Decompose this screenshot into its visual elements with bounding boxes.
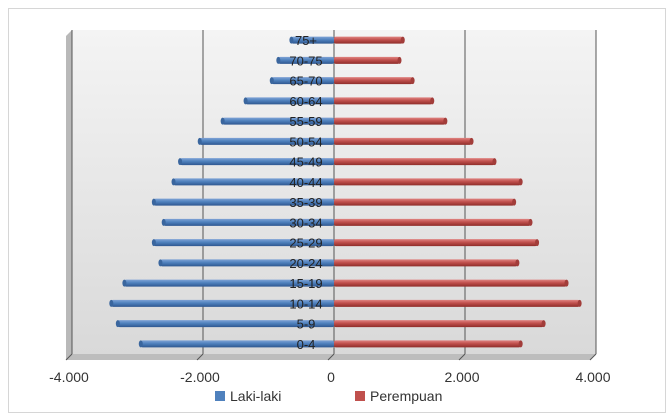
category-label-25-29: 25-29 bbox=[289, 236, 322, 251]
bar-cap-perempuan-45-49 bbox=[492, 158, 497, 166]
bar-laki-laki-65-70 bbox=[271, 77, 334, 85]
bar-laki-laki-25-29 bbox=[153, 239, 334, 247]
bar-laki-laki-10-14 bbox=[111, 299, 334, 307]
category-label-65-70: 65-70 bbox=[289, 74, 322, 89]
bar-cap-laki-laki-40-44 bbox=[171, 178, 176, 186]
bar-perempuan-70-75 bbox=[334, 56, 400, 64]
category-label-15-19: 15-19 bbox=[289, 276, 322, 291]
bar-cap-laki-laki-50-54 bbox=[197, 137, 202, 145]
bar-cap-perempuan-40-44 bbox=[518, 178, 523, 186]
bar-cap-laki-laki-70-75 bbox=[276, 56, 281, 64]
bar-laki-laki-40-44 bbox=[173, 178, 334, 186]
category-label-50-54: 50-54 bbox=[289, 134, 322, 149]
bar-cap-perempuan-50-54 bbox=[469, 137, 474, 145]
bar-laki-laki-15-19 bbox=[124, 279, 335, 287]
x-tick-label-2: 0 bbox=[327, 369, 335, 385]
bar-perempuan-20-24 bbox=[334, 259, 518, 267]
bar-laki-laki-5-9 bbox=[117, 320, 334, 328]
bar-perempuan-25-29 bbox=[334, 239, 538, 247]
bar-perempuan-0-4 bbox=[334, 340, 521, 348]
bar-cap-perempuan-5-9 bbox=[541, 320, 546, 328]
bar-cap-perempuan-10-14 bbox=[577, 299, 582, 307]
bar-cap-laki-laki-30-34 bbox=[161, 218, 166, 226]
bar-cap-laki-laki-60-64 bbox=[243, 97, 248, 105]
bar-cap-laki-laki-5-9 bbox=[115, 320, 120, 328]
gridline-floor-0 bbox=[65, 353, 73, 361]
bar-perempuan-5-9 bbox=[334, 320, 544, 328]
x-tick-label-1: -2.000 bbox=[180, 369, 220, 385]
legend-swatch-0 bbox=[215, 391, 225, 401]
category-label-10-14: 10-14 bbox=[289, 296, 322, 311]
bar-cap-perempuan-35-39 bbox=[512, 198, 517, 206]
bar-cap-laki-laki-15-19 bbox=[122, 279, 127, 287]
bar-cap-perempuan-20-24 bbox=[515, 259, 520, 267]
category-label-20-24: 20-24 bbox=[289, 256, 322, 271]
x-tick-label-0: -4.000 bbox=[49, 369, 89, 385]
bar-perempuan-45-49 bbox=[334, 158, 495, 166]
bar-cap-laki-laki-55-59 bbox=[220, 117, 225, 125]
bar-cap-perempuan-60-64 bbox=[430, 97, 435, 105]
bar-laki-laki-30-34 bbox=[163, 218, 334, 226]
bar-cap-perempuan-75+ bbox=[400, 36, 405, 44]
legend-swatch-1 bbox=[355, 391, 365, 401]
category-label-40-44: 40-44 bbox=[289, 175, 322, 190]
gridline-floor-2 bbox=[327, 353, 335, 361]
bar-perempuan-75+ bbox=[334, 36, 403, 44]
bar-cap-laki-laki-0-4 bbox=[138, 340, 143, 348]
bar-laki-laki-70-75 bbox=[278, 56, 334, 64]
bar-cap-laki-laki-10-14 bbox=[109, 299, 114, 307]
bar-cap-laki-laki-20-24 bbox=[158, 259, 163, 267]
category-label-5-9: 5-9 bbox=[297, 317, 316, 332]
legend-label-0: Laki-laki bbox=[230, 388, 281, 404]
bar-perempuan-15-19 bbox=[334, 279, 567, 287]
legend-label-1: Perempuan bbox=[370, 388, 442, 404]
category-label-55-59: 55-59 bbox=[289, 114, 322, 129]
bar-cap-laki-laki-25-29 bbox=[151, 239, 156, 247]
bar-laki-laki-45-49 bbox=[180, 158, 334, 166]
bar-perempuan-40-44 bbox=[334, 178, 521, 186]
bar-laki-laki-60-64 bbox=[245, 97, 334, 105]
gridline-floor-4 bbox=[589, 353, 597, 361]
bar-cap-perempuan-15-19 bbox=[564, 279, 569, 287]
bar-perempuan-65-70 bbox=[334, 77, 413, 85]
bar-cap-laki-laki-35-39 bbox=[151, 198, 156, 206]
bar-laki-laki-55-59 bbox=[222, 117, 334, 125]
category-label-60-64: 60-64 bbox=[289, 94, 322, 109]
bar-perempuan-35-39 bbox=[334, 198, 515, 206]
bar-cap-laki-laki-65-70 bbox=[269, 77, 274, 85]
bar-cap-perempuan-55-59 bbox=[443, 117, 448, 125]
bar-perempuan-55-59 bbox=[334, 117, 446, 125]
category-label-70-75: 70-75 bbox=[289, 53, 322, 68]
bar-perempuan-10-14 bbox=[334, 299, 580, 307]
bar-laki-laki-50-54 bbox=[199, 137, 334, 145]
bar-laki-laki-0-4 bbox=[140, 340, 334, 348]
gridline-floor-3 bbox=[458, 353, 466, 361]
bar-cap-laki-laki-75+ bbox=[289, 36, 294, 44]
bar-perempuan-60-64 bbox=[334, 97, 433, 105]
bar-laki-laki-75+ bbox=[291, 36, 334, 44]
bar-cap-perempuan-25-29 bbox=[535, 239, 540, 247]
category-label-35-39: 35-39 bbox=[289, 195, 322, 210]
bar-cap-laki-laki-45-49 bbox=[178, 158, 183, 166]
bar-perempuan-30-34 bbox=[334, 218, 531, 226]
bar-cap-perempuan-65-70 bbox=[410, 77, 415, 85]
category-label-75+: 75+ bbox=[295, 33, 317, 48]
plot-area-side-wall bbox=[66, 30, 72, 360]
x-tick-label-3: 2.000 bbox=[444, 369, 479, 385]
category-label-0-4: 0-4 bbox=[297, 337, 316, 352]
bar-laki-laki-35-39 bbox=[153, 198, 334, 206]
bar-laki-laki-20-24 bbox=[160, 259, 334, 267]
gridline-floor-1 bbox=[196, 353, 204, 361]
bar-cap-perempuan-0-4 bbox=[518, 340, 523, 348]
category-label-30-34: 30-34 bbox=[289, 215, 322, 230]
bar-cap-perempuan-30-34 bbox=[528, 218, 533, 226]
bar-cap-perempuan-70-75 bbox=[397, 56, 402, 64]
category-label-45-49: 45-49 bbox=[289, 155, 322, 170]
bar-perempuan-50-54 bbox=[334, 137, 472, 145]
x-tick-label-4: 4.000 bbox=[575, 369, 610, 385]
